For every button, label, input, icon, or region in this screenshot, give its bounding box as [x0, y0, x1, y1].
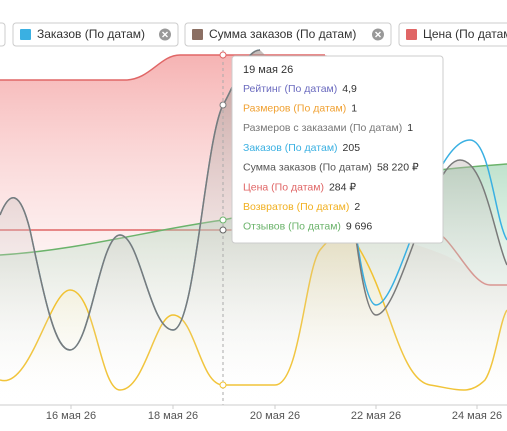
tooltip-box — [231, 55, 444, 244]
tooltip-label: Сумма заказов (По датам) — [243, 162, 372, 174]
tooltip-value: 1 — [407, 122, 413, 134]
legend-chip[interactable] — [12, 22, 179, 47]
hover-point — [219, 101, 227, 109]
tooltip-label: Цена (По датам) — [243, 181, 324, 193]
tooltip: 19 мая 26 Рейтинг (По датам) 4,9 Размеров … — [231, 55, 444, 244]
legend-label: Цена (По датам) — [423, 27, 507, 41]
hover-point — [219, 216, 227, 224]
remove-icon — [375, 31, 381, 38]
tooltip-value: 4,9 — [342, 83, 357, 95]
tooltip-title: 19 мая 26 — [243, 64, 293, 76]
legend-label: Сумма заказов (По датам) — [209, 27, 356, 41]
legend-label: Заказов (По датам) — [37, 27, 145, 41]
x-tick-label: 16 мая 26 — [46, 410, 96, 422]
legend-chip[interactable] — [398, 22, 507, 47]
legend-swatch — [20, 29, 31, 40]
tooltip-value: 2 — [354, 201, 360, 213]
tooltip-label: Размеров (По датам) — [243, 102, 346, 114]
hover-point — [219, 51, 227, 59]
legend-chip[interactable] — [184, 22, 392, 47]
tooltip-label: Заказов (По датам) — [243, 142, 338, 154]
tooltip-label: Отзывов (По датам) — [243, 221, 341, 233]
tooltip-value: 9 696 — [346, 221, 372, 233]
x-tick-label: 18 мая 26 — [148, 410, 198, 422]
tooltip-value: 205 — [343, 142, 361, 154]
tooltip-label: Размеров с заказами (По датам) — [243, 122, 402, 134]
tooltip-label: Возвратов (По датам) — [243, 201, 349, 213]
hover-point — [219, 381, 227, 389]
tooltip-value: 284 ₽ — [329, 181, 356, 193]
x-tick-label: 20 мая 26 — [250, 410, 300, 422]
legend: Заказов (По датам) Сумма заказов (По дата… — [0, 22, 507, 47]
tooltip-value: 58 220 ₽ — [377, 162, 419, 174]
legend-swatch — [406, 29, 417, 40]
remove-icon — [162, 31, 168, 38]
x-axis-labels: 16 мая 26 18 мая 26 20 мая 26 22 мая 26 24 м… — [46, 405, 502, 422]
tooltip-value: 1 — [351, 102, 357, 114]
legend-swatch — [192, 29, 203, 40]
hover-point — [219, 226, 227, 234]
x-tick-label: 24 мая 26 — [452, 410, 502, 422]
tooltip-label: Рейтинг (По датам) — [243, 83, 337, 95]
x-tick-label: 22 мая 26 — [351, 410, 401, 422]
legend-chip[interactable] — [0, 22, 6, 47]
